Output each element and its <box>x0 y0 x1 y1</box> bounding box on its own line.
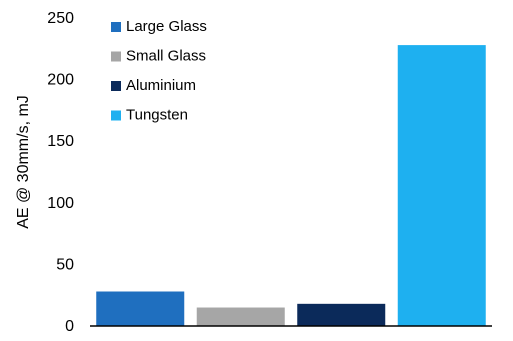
bar-small-glass <box>196 307 285 326</box>
legend-swatch <box>111 51 121 62</box>
y-tick-label: 0 <box>65 318 74 335</box>
legend-label: Aluminium <box>126 77 196 94</box>
y-axis-ticks: 0 50 100 150 200 250 <box>47 10 74 335</box>
legend-swatch <box>111 110 121 121</box>
bar-aluminium <box>297 303 386 326</box>
y-axis-title-group: AE @ 30mm/s, mJ <box>15 95 32 229</box>
y-axis-title: AE @ 30mm/s, mJ <box>15 95 32 229</box>
bar-large-glass <box>96 291 185 326</box>
y-tick-label: 150 <box>47 133 74 150</box>
legend: Large Glass Small Glass Aluminium Tungsten <box>111 18 207 124</box>
bar-tungsten <box>397 45 486 326</box>
y-tick-label: 50 <box>56 256 74 273</box>
legend-swatch <box>111 22 121 32</box>
y-tick-label: 100 <box>47 195 74 212</box>
legend-label: Large Glass <box>126 18 207 35</box>
bars-layer <box>96 45 486 326</box>
legend-label: Small Glass <box>126 48 206 65</box>
legend-label: Tungsten <box>126 107 188 124</box>
y-tick-label: 250 <box>47 10 74 27</box>
y-tick-label: 200 <box>47 72 74 89</box>
legend-swatch <box>111 81 121 91</box>
